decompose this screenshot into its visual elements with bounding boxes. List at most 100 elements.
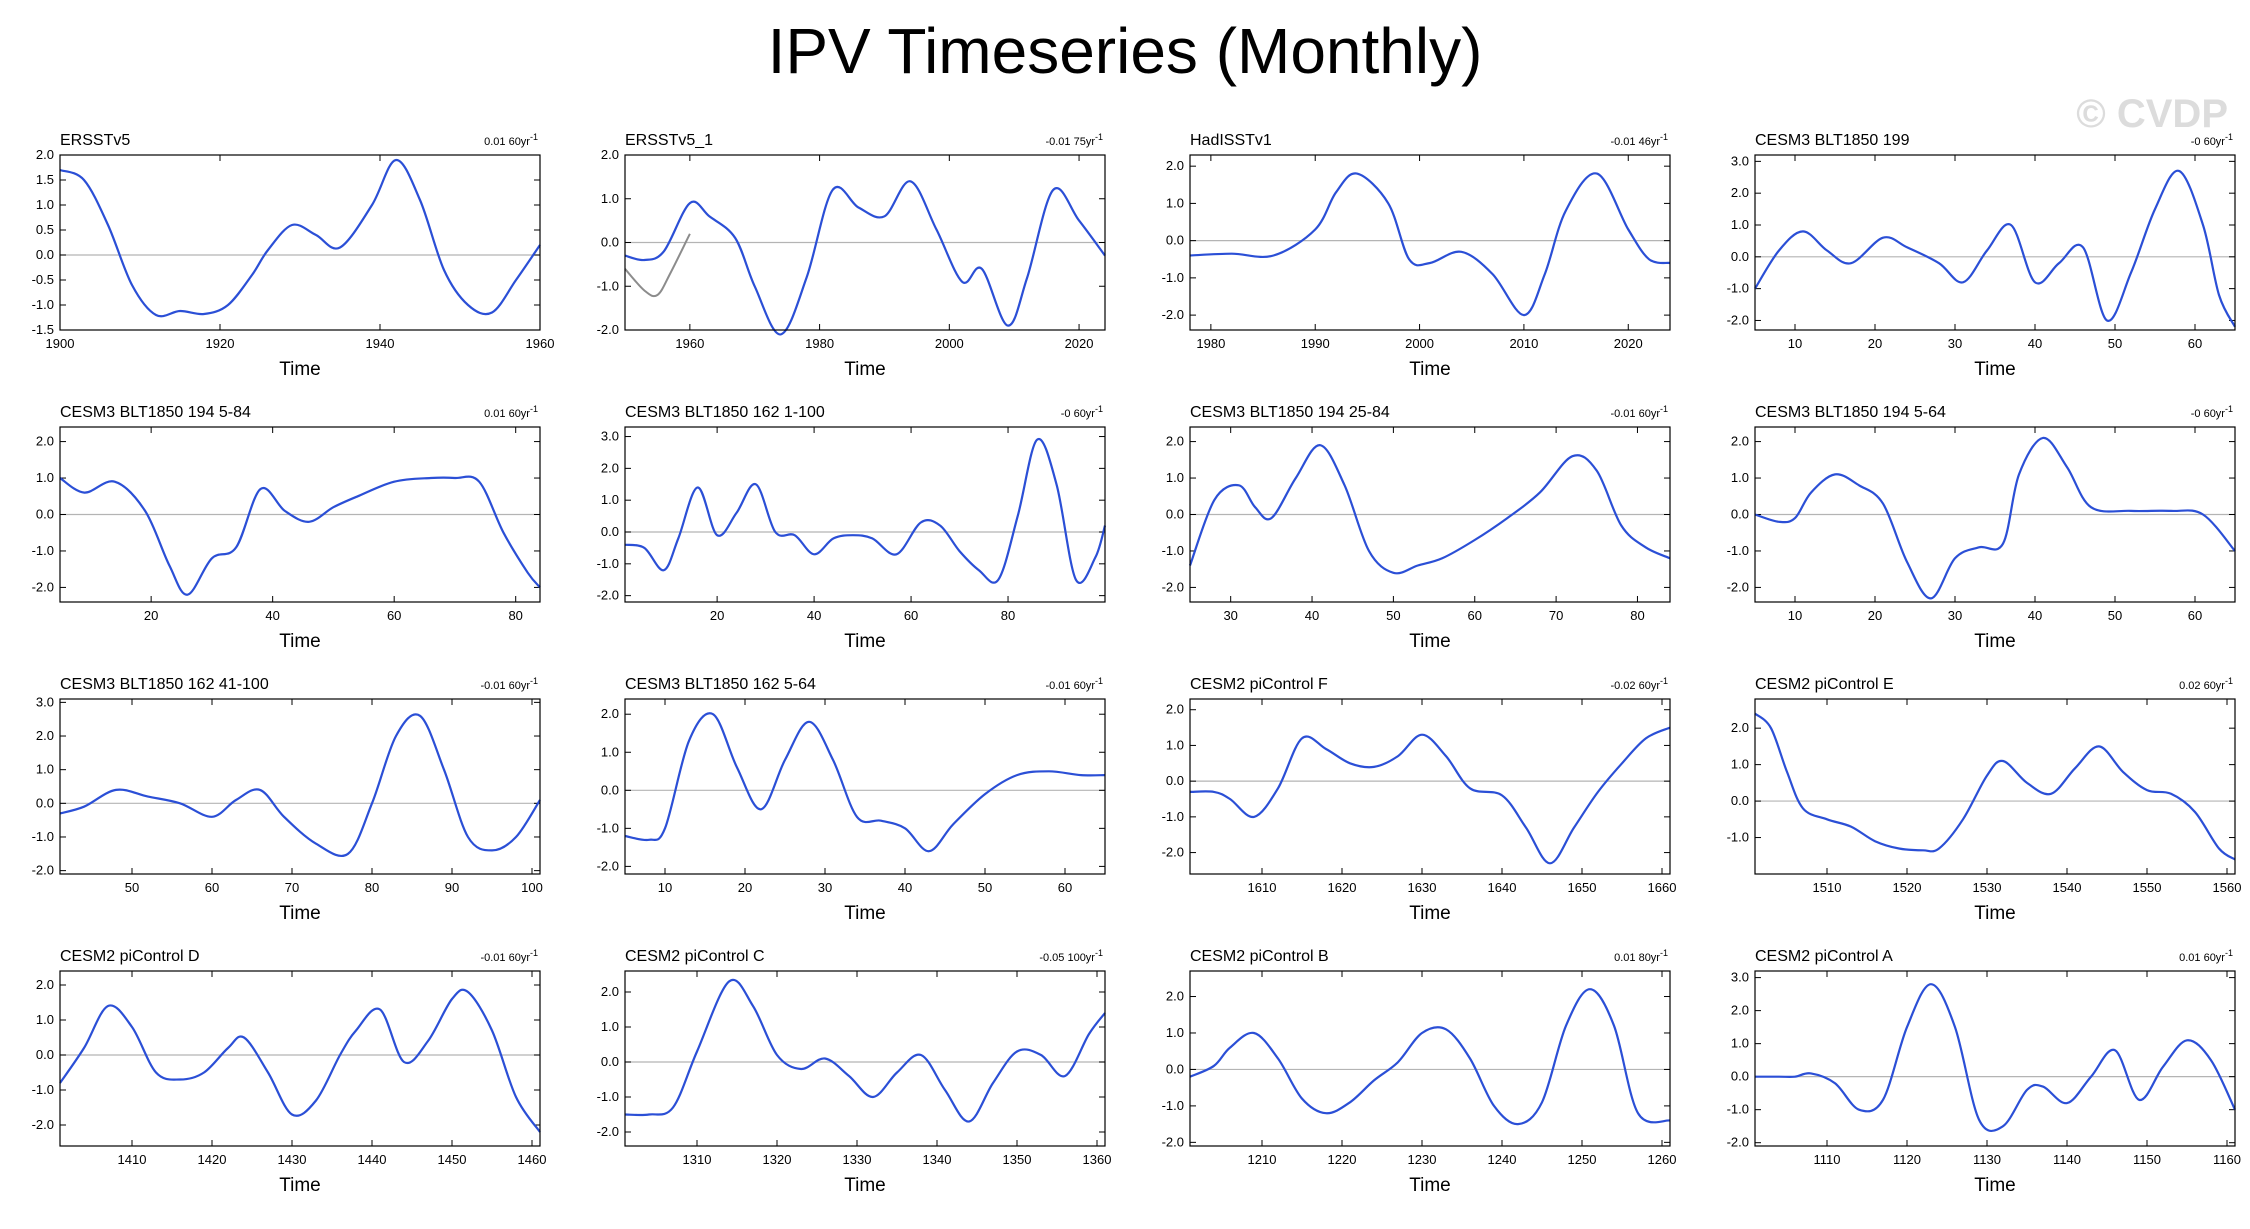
x-tick-label: 1530	[1973, 880, 2002, 895]
x-tick-label: 60	[2188, 336, 2202, 351]
panel-title: CESM3 BLT1850 162 41-100	[60, 676, 269, 693]
trend-label: 0.01 60yr-1	[2179, 948, 2233, 964]
y-tick-label: -1.0	[1162, 543, 1184, 558]
series-line	[1189, 988, 1671, 1126]
panel-title: CESM3 BLT1850 194 5-64	[1755, 404, 1946, 421]
x-axis-label: Time	[1974, 359, 2016, 380]
x-tick-label: 80	[508, 608, 522, 623]
panel-title: CESM3 BLT1850 162 1-100	[625, 404, 825, 421]
panel-title: CESM2 piControl C	[625, 948, 765, 965]
y-tick-label: 0.0	[601, 524, 619, 539]
x-axis-label: Time	[844, 903, 886, 924]
x-tick-label: 40	[898, 880, 912, 895]
trend-superscript: -1	[1095, 404, 1103, 414]
y-tick-label: 2.0	[1731, 720, 1749, 735]
trend-label: -0.01 60yr-1	[1610, 404, 1668, 420]
trend-superscript: -1	[1095, 132, 1103, 142]
y-tick-label: 0.0	[36, 247, 54, 262]
y-tick-label: 0.0	[1166, 507, 1184, 522]
trend-label: -0 60yr-1	[2191, 404, 2233, 420]
x-tick-label: 1130	[1973, 1152, 2001, 1167]
series-line	[1189, 726, 1671, 865]
series-line	[624, 712, 1106, 853]
x-tick-label: 1140	[2053, 1152, 2081, 1167]
series-line	[59, 713, 541, 858]
y-tick-label: 1.0	[601, 744, 619, 759]
y-tick-label: -1.0	[1727, 830, 1749, 845]
y-tick-label: 1.0	[601, 191, 619, 206]
plot-frame	[1754, 970, 2236, 1147]
x-tick-label: 1250	[1568, 1152, 1597, 1167]
plot-frame	[624, 970, 1106, 1147]
plot-frame	[1754, 154, 2236, 331]
trend-superscript: -1	[530, 948, 538, 958]
x-tick-label: 1160	[2213, 1152, 2241, 1167]
x-axis-label: Time	[844, 359, 886, 380]
x-tick-label: 30	[1223, 608, 1237, 623]
y-tick-label: -1.0	[32, 543, 54, 558]
x-tick-label: 1900	[46, 336, 75, 351]
y-tick-label: 2.0	[1166, 434, 1184, 449]
x-tick-label: 1920	[206, 336, 235, 351]
x-tick-label: 40	[1305, 608, 1319, 623]
y-tick-label: -2.0	[597, 588, 619, 603]
x-tick-label: 1150	[2133, 1152, 2161, 1167]
x-tick-label: 1340	[923, 1152, 952, 1167]
x-axis-label: Time	[1409, 1175, 1451, 1196]
x-tick-label: 60	[387, 608, 401, 623]
panel-16: CESM2 piControl A 0.01 60yr-1 3.0 2.0 1.0 0.0…	[1727, 948, 2241, 1196]
x-tick-label: 10	[658, 880, 672, 895]
x-tick-label: 1110	[1814, 1152, 1841, 1167]
x-tick-label: 1960	[526, 336, 555, 351]
plot-frame	[1754, 698, 2236, 875]
series-line	[1188, 444, 1671, 575]
trend-superscript: -1	[2225, 676, 2233, 686]
panel-title: CESM2 piControl D	[60, 948, 200, 965]
trend-superscript: -1	[2225, 132, 2233, 142]
x-tick-label: 1410	[118, 1152, 147, 1167]
x-axis-label: Time	[1409, 359, 1451, 380]
x-tick-label: 100	[521, 880, 543, 895]
x-tick-label: 1560	[2213, 880, 2242, 895]
y-tick-label: -2.0	[1162, 579, 1184, 594]
x-tick-label: 60	[205, 880, 219, 895]
y-tick-label: 1.0	[601, 492, 619, 507]
x-tick-label: 1260	[1648, 1152, 1677, 1167]
y-tick-label: -1.5	[32, 322, 54, 337]
y-tick-label: 0.0	[36, 795, 54, 810]
y-tick-label: 1.0	[1731, 470, 1749, 485]
y-tick-label: 1.0	[36, 197, 54, 212]
y-tick-label: -1.0	[32, 297, 54, 312]
y-tick-label: 1.0	[36, 1012, 54, 1027]
trend-superscript: -1	[1660, 676, 1668, 686]
plot-frame	[1189, 970, 1671, 1147]
y-tick-label: 0.0	[601, 1054, 619, 1069]
y-tick-label: 2.0	[1731, 434, 1749, 449]
panel-title: CESM2 piControl F	[1190, 676, 1328, 693]
y-tick-label: 2.0	[1166, 989, 1184, 1004]
panel-2: ERSSTv5_1 -0.01 75yr-1 2.0 1.0 0.0 -1.0 -2.0 19…	[597, 132, 1106, 380]
x-tick-label: 60	[1468, 608, 1482, 623]
x-tick-label: 50	[2108, 336, 2122, 351]
y-tick-label: 1.0	[1166, 195, 1184, 210]
y-tick-label: -2.0	[1162, 845, 1184, 860]
x-tick-label: 10	[1788, 608, 1802, 623]
trend-superscript: -1	[1095, 948, 1103, 958]
y-tick-label: 1.0	[1731, 757, 1749, 772]
panel-9: CESM3 BLT1850 162 41-100 -0.01 60yr-1 3.0 2…	[32, 676, 543, 924]
y-tick-label: 3.0	[601, 429, 619, 444]
trend-label: -0.01 60yr-1	[1045, 676, 1103, 692]
panel-8: CESM3 BLT1850 194 5-64 -0 60yr-1 2.0 1.0 0.0…	[1727, 404, 2236, 652]
x-tick-label: 1540	[2053, 880, 2082, 895]
y-tick-label: 0.0	[1166, 773, 1184, 788]
series-line	[1755, 983, 2236, 1133]
x-tick-label: 40	[807, 608, 821, 623]
panel-title: CESM2 piControl B	[1190, 948, 1329, 965]
page-title: IPV Timeseries (Monthly)	[767, 15, 1483, 87]
series-line	[624, 438, 1107, 584]
x-axis-label: Time	[1974, 631, 2016, 652]
y-tick-label: -2.0	[1727, 1135, 1749, 1150]
y-tick-label: -1.0	[1162, 809, 1184, 824]
y-tick-label: 2.0	[36, 728, 54, 743]
plot-frame	[624, 154, 1106, 331]
